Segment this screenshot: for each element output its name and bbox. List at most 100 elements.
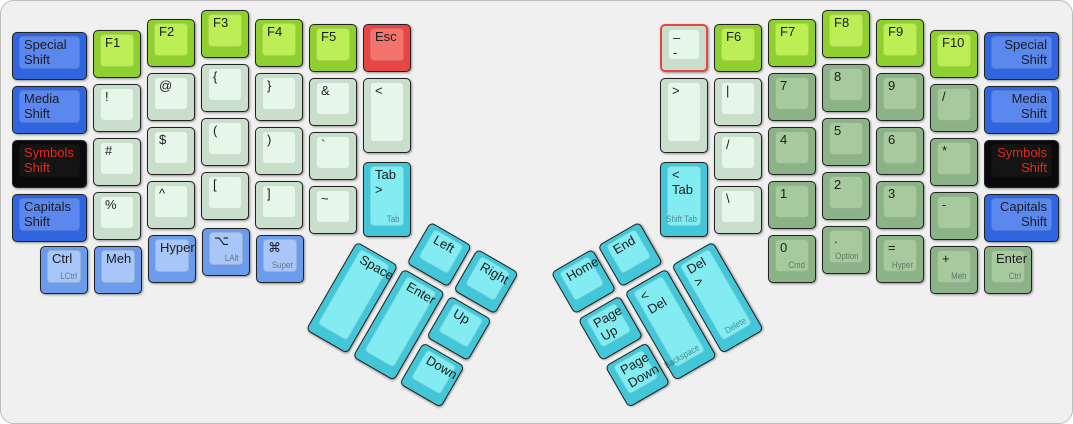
key-tab-right[interactable]: Tab > Tab (363, 162, 411, 237)
key-dash-highlighted[interactable]: – - (660, 24, 708, 72)
key-meh-left[interactable]: Meh (94, 246, 142, 294)
key-backtick[interactable]: ` (309, 132, 357, 180)
key-media-shift-left[interactable]: Media Shift (12, 86, 87, 134)
key-sublabel: Backspace (662, 342, 702, 371)
key-label: F2 (159, 24, 175, 39)
key-slash-inner[interactable]: / (714, 132, 762, 180)
key-num-2[interactable]: 2 (822, 172, 870, 220)
key-super[interactable]: ⌘ Super (256, 235, 304, 283)
key-dollar[interactable]: $ (147, 127, 195, 175)
key-label: 3 (888, 186, 896, 201)
key-num-8[interactable]: 8 (822, 64, 870, 112)
key-label: Media Shift (1011, 91, 1047, 121)
key-special-shift-right[interactable]: Special Shift (984, 32, 1059, 80)
key-slash-outer[interactable]: / (930, 84, 978, 132)
key-capitals-shift-left[interactable]: Capitals Shift (12, 194, 87, 242)
key-label: | (726, 83, 730, 98)
key-shift-tab[interactable]: < Tab Shift Tab (660, 162, 708, 237)
key-label: – - (673, 30, 681, 60)
key-label: Left (430, 232, 458, 256)
key-asterisk[interactable]: * (930, 138, 978, 186)
key-brace-close[interactable]: } (255, 73, 303, 121)
key-f6[interactable]: F6 (714, 24, 762, 72)
key-label: # (105, 143, 113, 158)
key-label: = (888, 240, 896, 255)
key-f7[interactable]: F7 (768, 19, 816, 67)
key-label: ! (105, 89, 109, 104)
key-tilde[interactable]: ~ (309, 186, 357, 234)
key-symbols-shift-left[interactable]: Symbols Shift (12, 140, 87, 188)
key-sublabel: Cmd (788, 260, 805, 270)
key-media-shift-right[interactable]: Media Shift (984, 86, 1059, 134)
key-special-shift-left[interactable]: Special Shift (12, 32, 87, 80)
key-period[interactable]: . Option (822, 226, 870, 274)
key-num-7[interactable]: 7 (768, 73, 816, 121)
key-f1[interactable]: F1 (93, 30, 141, 78)
key-backslash[interactable]: \ (714, 186, 762, 234)
key-bracket-close[interactable]: ] (255, 181, 303, 229)
key-plus[interactable]: + Meh (930, 246, 978, 294)
key-f3[interactable]: F3 (201, 10, 249, 58)
key-label: F5 (321, 29, 337, 44)
key-label: 5 (834, 123, 842, 138)
key-label: 8 (834, 69, 842, 84)
key-lalt[interactable]: ⌥ LAlt (202, 228, 250, 276)
key-label: Home (563, 253, 602, 285)
key-f4[interactable]: F4 (255, 19, 303, 67)
key-label: 2 (834, 177, 842, 192)
key-esc[interactable]: Esc (363, 24, 411, 72)
key-paren-open[interactable]: ( (201, 118, 249, 166)
key-num-3[interactable]: 3 (876, 181, 924, 229)
key-label: $ (159, 132, 167, 147)
key-num-6[interactable]: 6 (876, 127, 924, 175)
key-num-9[interactable]: 9 (876, 73, 924, 121)
key-label: < (375, 83, 383, 98)
key-capitals-shift-right[interactable]: Capitals Shift (984, 194, 1059, 242)
key-brace-open[interactable]: { (201, 64, 249, 112)
key-equals[interactable]: = Hyper (876, 235, 924, 283)
key-sublabel: LCtrl (60, 271, 77, 281)
key-label: Enter (996, 251, 1028, 266)
key-f8[interactable]: F8 (822, 10, 870, 58)
key-f2[interactable]: F2 (147, 19, 195, 67)
key-hyper-left[interactable]: Hyper (148, 235, 196, 283)
key-label: Capitals Shift (1000, 199, 1047, 229)
key-less-than[interactable]: < (363, 78, 411, 153)
key-sublabel: LAlt (225, 253, 239, 263)
key-f10[interactable]: F10 (930, 30, 978, 78)
key-label: Down (423, 352, 460, 383)
key-label: Del > (684, 254, 709, 290)
key-label: ( (213, 123, 218, 138)
key-f5[interactable]: F5 (309, 24, 357, 72)
key-label: ) (267, 132, 272, 147)
key-num-4[interactable]: 4 (768, 127, 816, 175)
key-enter-right[interactable]: Enter Ctrl (984, 246, 1032, 294)
key-percent[interactable]: % (93, 192, 141, 240)
key-minus[interactable]: - (930, 192, 978, 240)
key-label: F9 (888, 24, 904, 39)
key-f9[interactable]: F9 (876, 19, 924, 67)
key-label: Symbols Shift (997, 145, 1047, 175)
key-num-5[interactable]: 5 (822, 118, 870, 166)
key-num-0[interactable]: 0 Cmd (768, 235, 816, 283)
key-paren-close[interactable]: ) (255, 127, 303, 175)
key-label: Ctrl (52, 251, 73, 266)
key-num-1[interactable]: 1 (768, 181, 816, 229)
key-sublabel: Super (271, 260, 293, 270)
key-caret[interactable]: ^ (147, 181, 195, 229)
key-label: ` (321, 137, 326, 152)
key-bracket-open[interactable]: [ (201, 172, 249, 220)
key-label: Page Up (590, 302, 625, 344)
key-label: \ (726, 191, 730, 206)
key-pipe[interactable]: | (714, 78, 762, 126)
key-greater-than[interactable]: > (660, 78, 708, 153)
key-symbols-shift-right[interactable]: Symbols Shift (984, 140, 1059, 188)
key-at[interactable]: @ (147, 73, 195, 121)
key-exclamation[interactable]: ! (93, 84, 141, 132)
key-hash[interactable]: # (93, 138, 141, 186)
key-label: ⌘ (268, 240, 281, 255)
key-label: * (942, 143, 948, 158)
key-sublabel: Ctrl (1008, 271, 1021, 281)
key-ampersand[interactable]: & (309, 78, 357, 126)
key-ctrl-left[interactable]: Ctrl LCtrl (40, 246, 88, 294)
